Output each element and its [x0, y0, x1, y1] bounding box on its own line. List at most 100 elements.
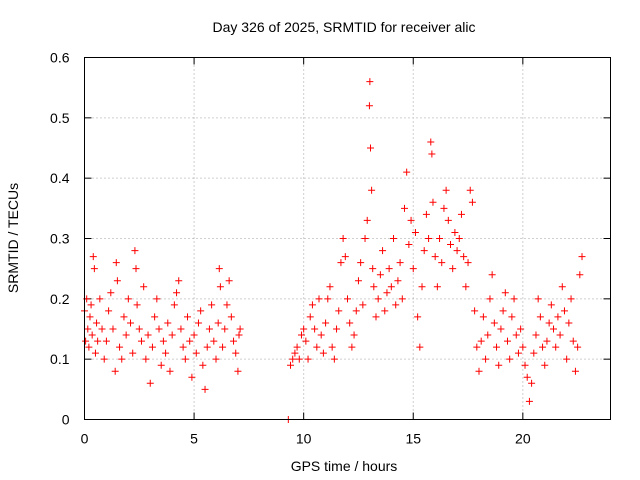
data-point: [411, 228, 419, 236]
data-point: [107, 289, 115, 297]
data-point: [539, 343, 547, 351]
data-point: [525, 397, 533, 405]
data-point: [157, 361, 165, 369]
data-point: [523, 373, 531, 381]
data-point: [333, 325, 341, 333]
data-point: [473, 343, 481, 351]
data-point: [365, 102, 373, 110]
data-point: [453, 247, 461, 255]
data-point: [328, 343, 336, 351]
data-point: [352, 307, 360, 315]
data-point: [363, 216, 371, 224]
data-point: [212, 355, 220, 363]
data-point: [179, 343, 187, 351]
data-point: [151, 313, 159, 321]
data-point: [122, 331, 130, 339]
data-point: [188, 373, 196, 381]
data-point: [116, 343, 124, 351]
data-point: [91, 349, 99, 357]
data-point: [208, 301, 216, 309]
data-point: [94, 337, 102, 345]
data-point: [112, 259, 120, 267]
data-point: [311, 325, 319, 333]
data-point: [571, 367, 579, 375]
data-point: [129, 349, 137, 357]
data-point: [137, 337, 145, 345]
data-point: [166, 367, 174, 375]
data-point: [396, 259, 404, 267]
data-point: [295, 355, 303, 363]
data-point: [235, 331, 243, 339]
tick-labels: 0 5 10 15 20 0 0.1 0.2 0.3 0.4 0.5 0.6: [50, 50, 531, 447]
data-point: [190, 331, 198, 339]
data-point: [175, 277, 183, 285]
data-point: [369, 265, 377, 273]
data-point: [449, 265, 457, 273]
data-point: [578, 253, 586, 261]
data-point: [184, 313, 192, 321]
data-point: [528, 379, 536, 387]
data-point: [170, 301, 178, 309]
data-point: [227, 313, 235, 321]
data-point: [287, 361, 295, 369]
data-point: [486, 295, 494, 303]
data-point: [216, 283, 224, 291]
data-point: [354, 277, 362, 285]
data-point: [436, 235, 444, 242]
data-point: [495, 361, 503, 369]
data-point: [501, 289, 509, 297]
data-point: [569, 337, 577, 345]
data-point: [96, 295, 104, 303]
data-point: [100, 355, 108, 363]
data-point: [87, 301, 95, 309]
data-point: [293, 343, 301, 351]
data-point: [201, 385, 209, 393]
data-point: [514, 349, 522, 357]
data-point: [543, 337, 551, 345]
data-point: [153, 295, 161, 303]
data-point: [90, 265, 98, 273]
data-point: [168, 331, 176, 339]
data-point: [368, 186, 376, 194]
data-point: [510, 295, 518, 303]
data-point: [357, 259, 365, 267]
data-point: [392, 301, 400, 309]
data-point: [344, 295, 351, 303]
data-point: [455, 235, 463, 242]
data-point: [550, 325, 558, 333]
data-point: [109, 325, 117, 333]
data-point: [210, 337, 218, 345]
data-point: [567, 295, 575, 303]
data-point: [113, 277, 121, 285]
data-point: [131, 247, 139, 255]
data-point: [563, 355, 571, 363]
data-point: [381, 307, 389, 315]
data-point: [521, 361, 529, 369]
data-point: [530, 349, 538, 357]
data-point: [232, 349, 240, 357]
data-point: [427, 138, 435, 146]
data-point: [164, 319, 172, 327]
data-point: [297, 331, 305, 339]
data-point: [576, 271, 584, 279]
data-point: [289, 355, 297, 363]
data-point: [534, 295, 542, 303]
data-point: [457, 210, 465, 218]
data-point: [477, 337, 485, 345]
x-tick-label: 15: [405, 431, 421, 447]
data-point: [98, 325, 106, 333]
data-point: [403, 168, 411, 176]
data-point: [497, 325, 505, 333]
data-point: [462, 283, 470, 291]
data-point: [86, 313, 94, 321]
data-point: [394, 277, 402, 285]
plot-frame: [84, 57, 611, 420]
data-point: [162, 349, 170, 357]
data-points: [81, 78, 586, 423]
data-point: [111, 367, 119, 375]
data-point: [148, 343, 156, 351]
data-point: [503, 337, 511, 345]
data-point: [142, 355, 150, 363]
data-point: [536, 313, 544, 321]
data-point: [324, 295, 332, 303]
